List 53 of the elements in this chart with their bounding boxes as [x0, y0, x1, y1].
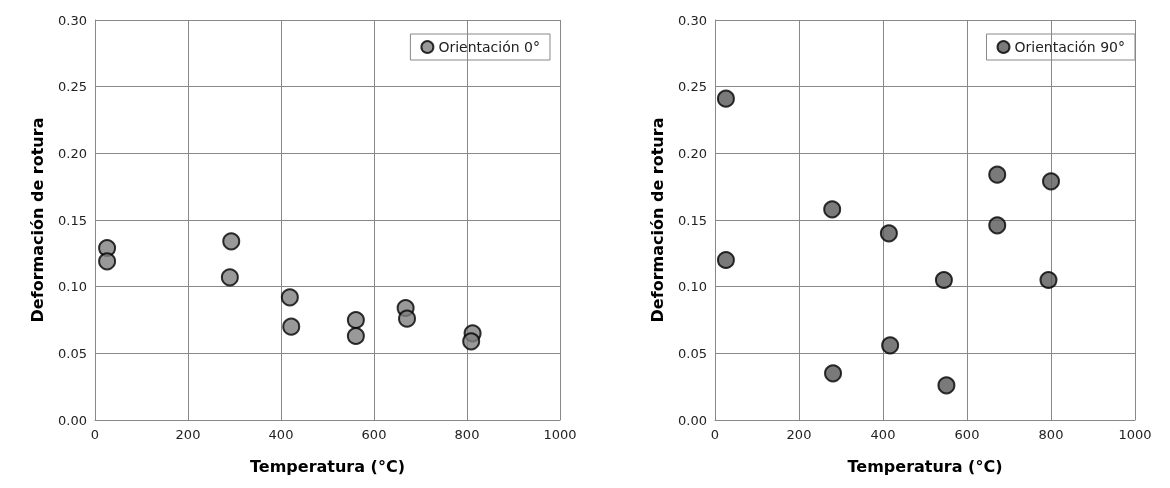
x-tick-label: 0 — [90, 427, 100, 442]
x-tick-label: 400 — [870, 427, 896, 442]
point — [346, 327, 365, 345]
point — [716, 89, 735, 108]
y-tick-label: 0.05 — [58, 345, 87, 361]
x-tick-label: 200 — [786, 427, 812, 442]
point — [462, 332, 481, 351]
x-axis-title: Temperatura (°C) — [847, 456, 1003, 476]
y-tick-label: 0.30 — [678, 12, 707, 28]
point — [988, 216, 1007, 235]
x-tick-label: 800 — [454, 427, 480, 442]
legend-label: Orientación 90° — [1014, 39, 1126, 55]
y-tick-label: 0.25 — [58, 79, 87, 95]
x-tick-label: 600 — [361, 427, 387, 442]
y-tick-label: 0.10 — [58, 279, 87, 295]
point — [98, 252, 117, 271]
point — [881, 336, 900, 355]
point — [346, 311, 365, 329]
point — [398, 309, 417, 328]
y-tick-label: 0.15 — [58, 212, 87, 228]
x-tick-label: 200 — [175, 427, 201, 442]
x-tick-label: 800 — [1038, 427, 1064, 442]
y-tick-label: 0.15 — [678, 212, 707, 228]
legend-label: Orientación 0° — [438, 39, 541, 55]
y-tick-label: 0.00 — [678, 412, 707, 428]
point — [823, 200, 842, 219]
point — [937, 376, 956, 395]
y-tick-label: 0.30 — [58, 12, 87, 28]
point — [220, 268, 239, 287]
point — [934, 271, 953, 289]
point — [282, 317, 301, 336]
y-axis-title: Deformación de rotura — [647, 117, 667, 323]
point — [280, 288, 299, 307]
x-axis-title: Temperatura (°C) — [250, 456, 405, 476]
y-tick-label: 0.25 — [678, 79, 707, 95]
x-tick-label: 1000 — [543, 427, 577, 442]
y-tick-label: 0.10 — [678, 279, 707, 295]
y-tick-label: 0.05 — [678, 345, 707, 361]
y-tick-label: 0.20 — [678, 145, 707, 161]
x-tick-label: 400 — [268, 427, 294, 442]
point — [716, 251, 735, 269]
y-tick-label: 0.20 — [58, 145, 87, 161]
point — [222, 232, 241, 251]
y-tick-label: 0.00 — [58, 412, 87, 428]
y-axis-title: Deformación de rotura — [27, 117, 47, 323]
x-tick-label: 1000 — [1118, 427, 1152, 442]
x-tick-label: 0 — [710, 427, 720, 442]
point — [879, 224, 898, 243]
point — [988, 165, 1007, 184]
point — [1042, 172, 1060, 191]
point — [1039, 271, 1058, 289]
point — [824, 364, 843, 383]
x-tick-label: 600 — [954, 427, 980, 442]
